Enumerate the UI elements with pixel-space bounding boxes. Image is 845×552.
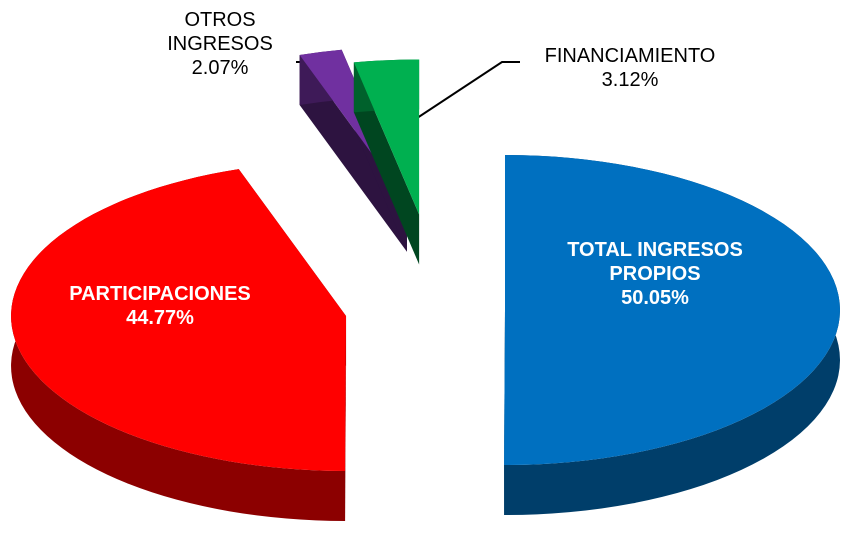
slice-label: PARTICIPACIONES 44.77% bbox=[40, 282, 280, 330]
slice-label: TOTAL INGRESOS PROPIOS 50.05% bbox=[525, 238, 785, 310]
category-name: OTROS INGRESOS bbox=[167, 9, 273, 55]
slice-label: FINANCIAMIENTO 3.12% bbox=[500, 44, 760, 92]
slice-top bbox=[504, 155, 841, 466]
category-name: FINANCIAMIENTO bbox=[544, 45, 716, 67]
value-label: 44.77% bbox=[126, 307, 194, 329]
category-name: PARTICIPACIONES bbox=[69, 283, 251, 305]
slice-side bbox=[299, 54, 407, 252]
pie-slice bbox=[353, 59, 420, 265]
leader-line bbox=[401, 61, 520, 129]
value-label: 50.05% bbox=[621, 287, 689, 309]
slice-top bbox=[11, 169, 347, 471]
value-label: 3.12% bbox=[601, 69, 659, 91]
pie-slice bbox=[11, 169, 347, 521]
category-name: TOTAL INGRESOS PROPIOS bbox=[567, 239, 743, 285]
pie-slice bbox=[504, 155, 841, 516]
slice-side bbox=[353, 62, 420, 265]
slice-side bbox=[345, 315, 347, 521]
slice-top bbox=[353, 59, 420, 215]
value-label: 2.07% bbox=[191, 57, 249, 79]
slice-label: OTROS INGRESOS 2.07% bbox=[140, 8, 300, 80]
